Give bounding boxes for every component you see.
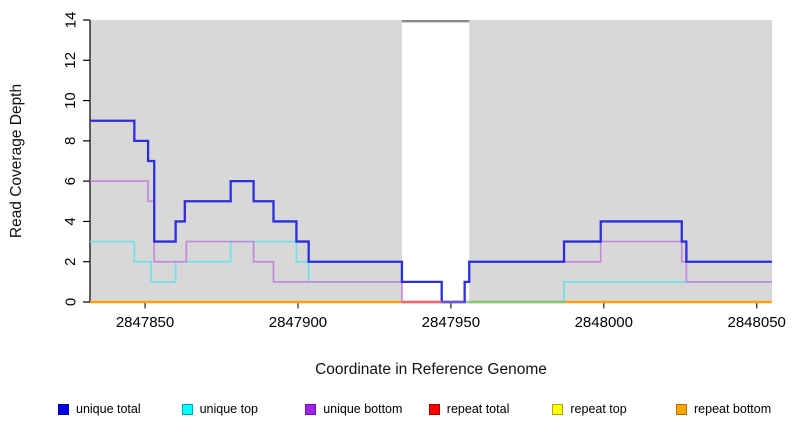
x-axis-title: Coordinate in Reference Genome — [315, 361, 547, 378]
legend-item-unique-top: unique top — [181, 401, 258, 417]
series-line-unique-total — [90, 119, 772, 304]
y-tick-label: 14 — [62, 12, 79, 29]
legend-item-repeat-bottom: repeat bottom — [676, 401, 771, 417]
y-tick-label: 6 — [62, 177, 79, 185]
x-tick-label: 2848000 — [575, 314, 633, 331]
x-tick-label: 2847950 — [422, 314, 480, 331]
legend-label: repeat top — [570, 402, 627, 416]
series-line-unique-bottom — [90, 180, 772, 303]
y-tick-label: 10 — [62, 92, 79, 109]
highlight-band — [401, 20, 470, 302]
y-tick-label: 0 — [62, 298, 79, 306]
legend-item-repeat-top: repeat top — [552, 401, 627, 417]
legend-swatch-unique-total — [58, 403, 69, 415]
legend-label: repeat bottom — [694, 402, 772, 416]
x-tick-label: 2848050 — [728, 314, 786, 331]
y-axis-title: Read Coverage Depth — [8, 83, 25, 239]
legend-swatch-unique-top — [181, 403, 193, 415]
legend-swatch-unique-bottom — [305, 403, 317, 415]
y-tick-label: 4 — [62, 217, 79, 225]
legend-label: repeat total — [446, 402, 510, 416]
legend-item-repeat-total: repeat total — [428, 401, 510, 417]
legend-label: unique total — [76, 402, 141, 416]
y-tick-label: 12 — [62, 52, 79, 69]
legend-swatch-repeat-top — [552, 403, 564, 415]
x-tick-label: 2847900 — [269, 314, 327, 331]
legend-label: unique top — [199, 402, 258, 416]
y-tick-label: 2 — [62, 258, 79, 266]
legend-item-unique-total: unique total — [58, 401, 141, 417]
legend-swatch-repeat-total — [428, 403, 440, 415]
legend: unique total unique top unique bottom repea… — [0, 401, 792, 419]
legend-item-unique-bottom: unique bottom — [305, 401, 402, 417]
x-tick-label: 2847850 — [116, 314, 174, 331]
legend-label: unique bottom — [323, 402, 403, 416]
y-tick-label: 8 — [62, 137, 79, 145]
legend-swatch-repeat-bottom — [676, 403, 687, 415]
